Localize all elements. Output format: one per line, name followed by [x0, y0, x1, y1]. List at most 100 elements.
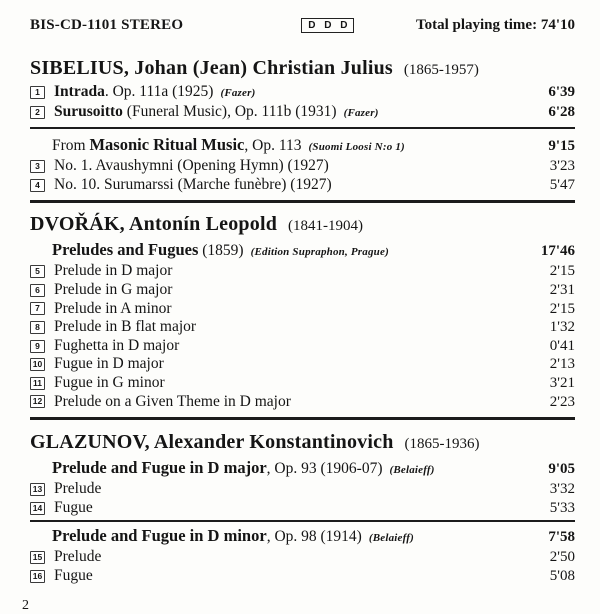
work-title-pre: From [52, 137, 90, 155]
track-title: Prelude [45, 548, 542, 567]
track-time: 3'32 [549, 481, 575, 498]
track-row-2: 2 Surusoitto (Funeral Music), Op. 111b (… [30, 103, 575, 123]
track-row-5: 5 Prelude in D major 2'15 [30, 262, 575, 281]
track-title: Surusoitto (Funeral Music), Op. 111b (19… [45, 103, 540, 123]
track-time: 5'33 [549, 499, 575, 516]
track-number-box: 2 [30, 105, 45, 119]
track-row-15: 15 Prelude 2'50 [30, 548, 575, 567]
work-title: From Masonic Ritual Music, Op. 113 (Suomi… [30, 135, 540, 157]
track-time: 3'21 [549, 374, 575, 391]
track-number-box: 14 [30, 501, 45, 515]
track-title: Prelude [45, 480, 542, 499]
track-number-box: 9 [30, 339, 45, 353]
track-time: 2'15 [549, 263, 575, 280]
track-number-box: 3 [30, 159, 45, 173]
publisher-note: (Fazer) [220, 87, 256, 99]
track-number-box: 5 [30, 265, 45, 279]
track-title-rest: Prelude in A minor [54, 299, 172, 317]
work-title: Prelude and Fugue in D minor, Op. 98 (19… [30, 526, 540, 548]
track-title-rest: No. 1. Avaushymni (Opening Hymn) (1927) [54, 157, 329, 175]
work-time: 9'15 [548, 138, 575, 155]
work-row-pf-d-minor: Prelude and Fugue in D minor, Op. 98 (19… [30, 526, 575, 548]
section-divider [30, 520, 575, 523]
track-time: 2'23 [549, 393, 575, 410]
track-title-rest: No. 10. Surumarssi (Marche funèbre) (192… [54, 175, 332, 193]
track-title-rest: Fugue in G minor [54, 373, 165, 391]
track-time: 5'08 [549, 567, 575, 584]
track-title: Fugue [45, 499, 542, 518]
work-title-bold: Prelude and Fugue in D minor [52, 526, 267, 546]
track-title-rest: Fugue [54, 566, 93, 584]
track-number-box: 13 [30, 482, 45, 496]
composer-heading-sibelius: SIBELIUS, Johan (Jean) Christian Julius … [30, 56, 575, 83]
section-divider [30, 200, 575, 204]
composer-heading-dvorak: DVOŘÁK, Antonín Leopold (1841-1904) [30, 212, 575, 239]
work-title-bold: Prelude and Fugue in D major [52, 458, 267, 478]
work-title-rest: , Op. 113 [244, 137, 302, 155]
work-title-bold: Masonic Ritual Music [89, 135, 245, 155]
track-number-box: 10 [30, 358, 45, 372]
track-number-box: 12 [30, 395, 45, 409]
track-row-16: 16 Fugue 5'08 [30, 567, 575, 586]
track-title: Prelude in B flat major [45, 318, 542, 337]
section-divider [30, 127, 575, 130]
track-row-14: 14 Fugue 5'33 [30, 499, 575, 518]
track-title-rest: Prelude [54, 480, 102, 498]
composer-name: GLAZUNOV, Alexander Konstantinovich [30, 431, 394, 454]
track-time: 3'23 [549, 158, 575, 175]
track-title: Intrada. Op. 111a (1925) (Fazer) [45, 83, 540, 103]
track-title: Fughetta in D major [45, 337, 542, 356]
track-title-rest: Fugue in D major [54, 355, 164, 373]
track-title: Fugue [45, 567, 542, 586]
track-time: 2'50 [549, 549, 575, 566]
track-number-box: 15 [30, 551, 45, 565]
work-title-bold: Preludes and Fugues [52, 240, 199, 260]
track-time: 1'32 [549, 319, 575, 336]
track-number-box: 6 [30, 283, 45, 297]
work-time: 17'46 [540, 243, 575, 260]
work-title-rest: (1859) [198, 242, 244, 260]
track-row-1: 1 Intrada. Op. 111a (1925) (Fazer) 6'39 [30, 83, 575, 103]
track-row-13: 13 Prelude 3'32 [30, 480, 575, 499]
track-title-rest: Prelude in D major [54, 262, 173, 280]
composer-name: DVOŘÁK, Antonín Leopold [30, 213, 278, 236]
work-title: Prelude and Fugue in D major, Op. 93 (19… [30, 458, 540, 480]
track-time: 2'15 [549, 300, 575, 317]
track-title: Fugue in G minor [45, 374, 542, 393]
work-time: 7'58 [548, 529, 575, 546]
track-row-7: 7 Prelude in A minor 2'15 [30, 300, 575, 319]
track-row-6: 6 Prelude in G major 2'31 [30, 281, 575, 300]
track-title-rest: (Funeral Music), Op. 111b (1931) [122, 102, 337, 120]
track-number-box: 1 [30, 86, 45, 100]
track-title: Prelude in A minor [45, 300, 542, 319]
track-title-rest: Prelude in B flat major [54, 318, 197, 336]
track-title-rest: Fughetta in D major [54, 336, 180, 354]
track-title-bold: Intrada [54, 83, 105, 100]
track-title-bold: Surusoitto [54, 102, 123, 120]
track-row-9: 9 Fughetta in D major 0'41 [30, 337, 575, 356]
track-title: Prelude on a Given Theme in D major [45, 393, 542, 412]
track-number-box: 7 [30, 302, 45, 316]
publisher-note: (Belaieff) [389, 464, 435, 477]
composer-dates: (1841-1904) [288, 218, 364, 235]
composer-dates: (1865-1957) [403, 62, 479, 78]
track-title-rest: Prelude on a Given Theme in D major [54, 392, 291, 410]
track-row-4: 4 No. 10. Surumarssi (Marche funèbre) (1… [30, 176, 575, 195]
track-time: 2'13 [549, 356, 575, 373]
track-row-3: 3 No. 1. Avaushymni (Opening Hymn) (1927… [30, 157, 575, 176]
total-playing-time: Total playing time: 74'10 [415, 17, 575, 33]
work-row-pf-d-major: Prelude and Fugue in D major, Op. 93 (19… [30, 458, 575, 480]
track-title-rest: Fugue [54, 498, 93, 516]
track-title: No. 10. Surumarssi (Marche funèbre) (192… [45, 176, 542, 195]
work-row-preludes-fugues: Preludes and Fugues (1859) (Edition Supra… [30, 240, 575, 262]
track-time: 5'47 [549, 176, 575, 193]
work-title-rest: , Op. 98 (1914) [266, 528, 362, 546]
track-time: 2'31 [549, 281, 575, 298]
composer-name: SIBELIUS, Johan (Jean) Christian Julius [30, 57, 393, 79]
track-time: 0'41 [549, 337, 575, 354]
work-time: 9'05 [548, 461, 575, 478]
track-title: Prelude in D major [45, 262, 542, 281]
publisher-note: (Suomi Loosi N:o 1) [308, 141, 405, 154]
track-title-rest: Prelude in G major [54, 280, 173, 298]
track-title: Fugue in D major [45, 355, 542, 374]
